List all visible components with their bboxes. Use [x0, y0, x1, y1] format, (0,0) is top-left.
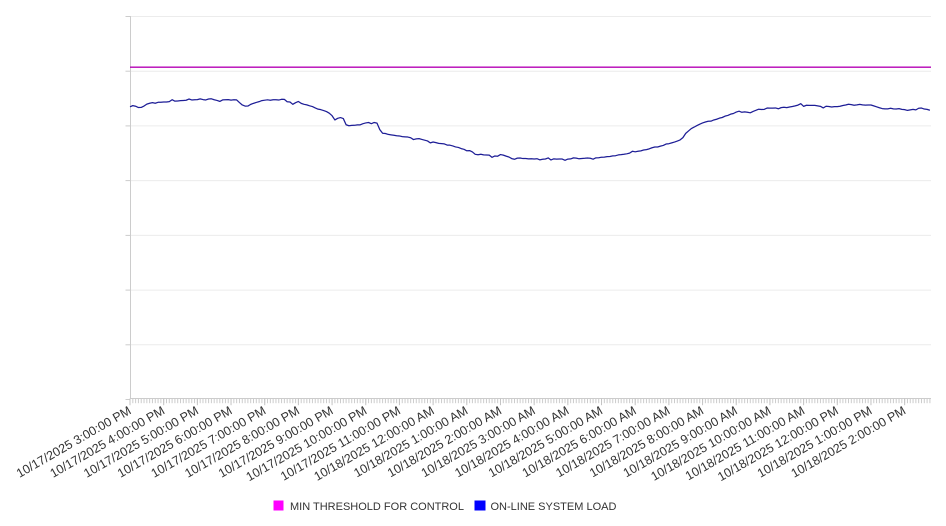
- svg-text:MIN THRESHOLD FOR CONTROL: MIN THRESHOLD FOR CONTROL: [290, 501, 464, 513]
- svg-text:ON-LINE SYSTEM LOAD: ON-LINE SYSTEM LOAD: [491, 501, 617, 513]
